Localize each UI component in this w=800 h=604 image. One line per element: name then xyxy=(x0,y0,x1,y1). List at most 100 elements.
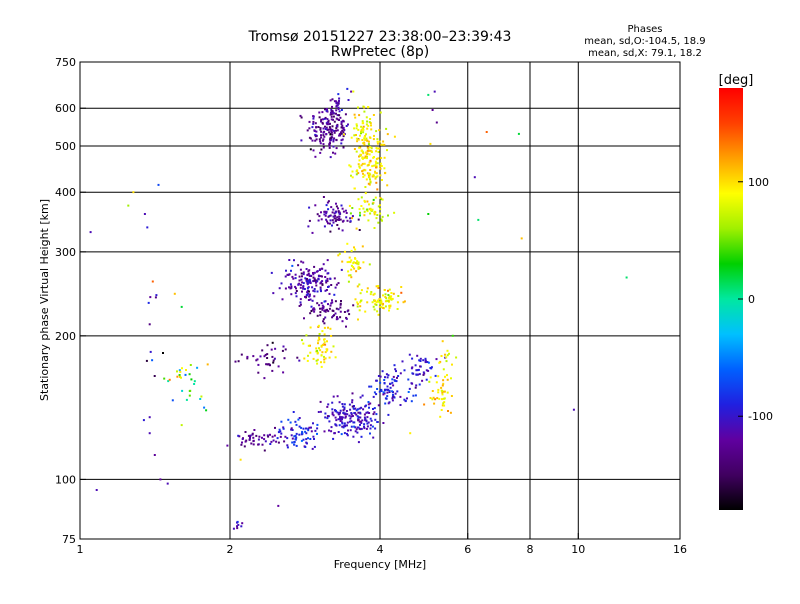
data-point xyxy=(385,127,388,130)
data-point xyxy=(331,411,334,414)
data-point xyxy=(379,298,382,301)
data-point xyxy=(363,427,366,430)
data-point xyxy=(356,415,359,418)
data-point xyxy=(423,403,426,406)
data-point xyxy=(344,209,347,212)
data-point xyxy=(324,351,327,354)
data-point xyxy=(331,299,333,302)
data-point xyxy=(367,149,370,152)
data-point xyxy=(148,323,151,326)
data-point xyxy=(337,207,339,210)
data-point xyxy=(358,166,361,169)
data-point xyxy=(374,160,377,163)
data-point xyxy=(273,434,276,437)
data-point xyxy=(309,312,312,315)
data-point xyxy=(367,421,370,424)
chart-title: Tromsø 20151227 23:38:00–23:39:43 xyxy=(248,29,512,45)
data-point xyxy=(388,391,391,393)
data-point xyxy=(293,443,296,446)
data-point xyxy=(421,379,424,382)
data-point xyxy=(391,399,394,402)
data-point xyxy=(321,308,324,311)
data-point xyxy=(309,280,312,283)
data-point xyxy=(360,406,363,409)
data-point xyxy=(325,109,328,112)
data-point xyxy=(358,114,361,117)
data-point xyxy=(477,218,480,221)
data-point xyxy=(295,432,298,435)
data-point xyxy=(339,306,342,309)
data-point xyxy=(361,157,364,159)
data-point xyxy=(336,216,339,219)
data-point xyxy=(417,373,419,376)
data-point xyxy=(336,123,339,126)
data-point xyxy=(325,204,328,207)
data-point xyxy=(330,131,333,134)
data-point xyxy=(375,176,378,179)
data-point xyxy=(342,219,345,222)
data-point xyxy=(369,146,372,149)
data-point xyxy=(359,416,362,419)
data-point xyxy=(353,127,356,130)
data-point xyxy=(159,478,162,481)
data-point xyxy=(360,129,363,132)
data-point xyxy=(255,359,258,362)
data-point xyxy=(277,431,280,434)
data-point xyxy=(277,365,280,368)
data-point xyxy=(282,371,285,374)
data-point xyxy=(180,305,183,308)
data-point xyxy=(310,305,313,308)
data-point xyxy=(424,361,427,364)
data-point xyxy=(384,388,386,391)
data-point xyxy=(372,175,375,178)
data-point xyxy=(335,202,337,205)
data-point xyxy=(334,416,337,419)
data-point xyxy=(328,420,331,423)
data-point xyxy=(148,432,151,435)
data-point xyxy=(364,139,367,141)
data-point xyxy=(322,127,325,130)
data-point xyxy=(206,363,209,366)
data-point xyxy=(379,197,382,200)
data-point xyxy=(332,151,334,154)
data-point xyxy=(385,297,388,300)
data-point xyxy=(351,217,353,220)
data-point xyxy=(332,414,335,417)
data-point xyxy=(312,117,315,120)
data-point xyxy=(319,151,322,154)
data-point xyxy=(392,292,395,295)
data-point xyxy=(298,433,301,436)
data-point xyxy=(363,413,366,416)
data-point xyxy=(303,317,305,320)
data-point xyxy=(446,349,449,352)
data-point xyxy=(313,310,316,313)
data-point xyxy=(443,397,446,400)
data-point xyxy=(383,156,386,159)
data-point xyxy=(298,425,301,428)
data-point xyxy=(328,215,331,217)
data-point xyxy=(415,373,418,376)
x-tick-label: 10 xyxy=(571,543,585,556)
data-point xyxy=(363,174,366,177)
data-point xyxy=(181,389,184,392)
data-point xyxy=(278,428,281,431)
data-point xyxy=(355,134,357,136)
data-point xyxy=(326,277,329,280)
data-point xyxy=(369,212,372,215)
data-point xyxy=(311,299,314,302)
data-point xyxy=(350,420,353,423)
data-point xyxy=(363,423,366,426)
data-point xyxy=(343,311,346,313)
data-point xyxy=(350,276,353,279)
data-point xyxy=(328,126,331,129)
data-point xyxy=(376,388,379,390)
data-point xyxy=(374,303,377,306)
data-point xyxy=(332,215,335,218)
data-point xyxy=(363,210,366,213)
data-point xyxy=(308,275,311,277)
data-point xyxy=(437,375,440,378)
data-point xyxy=(331,401,334,404)
data-point xyxy=(365,427,368,430)
data-point xyxy=(354,248,357,251)
data-point xyxy=(391,390,394,393)
